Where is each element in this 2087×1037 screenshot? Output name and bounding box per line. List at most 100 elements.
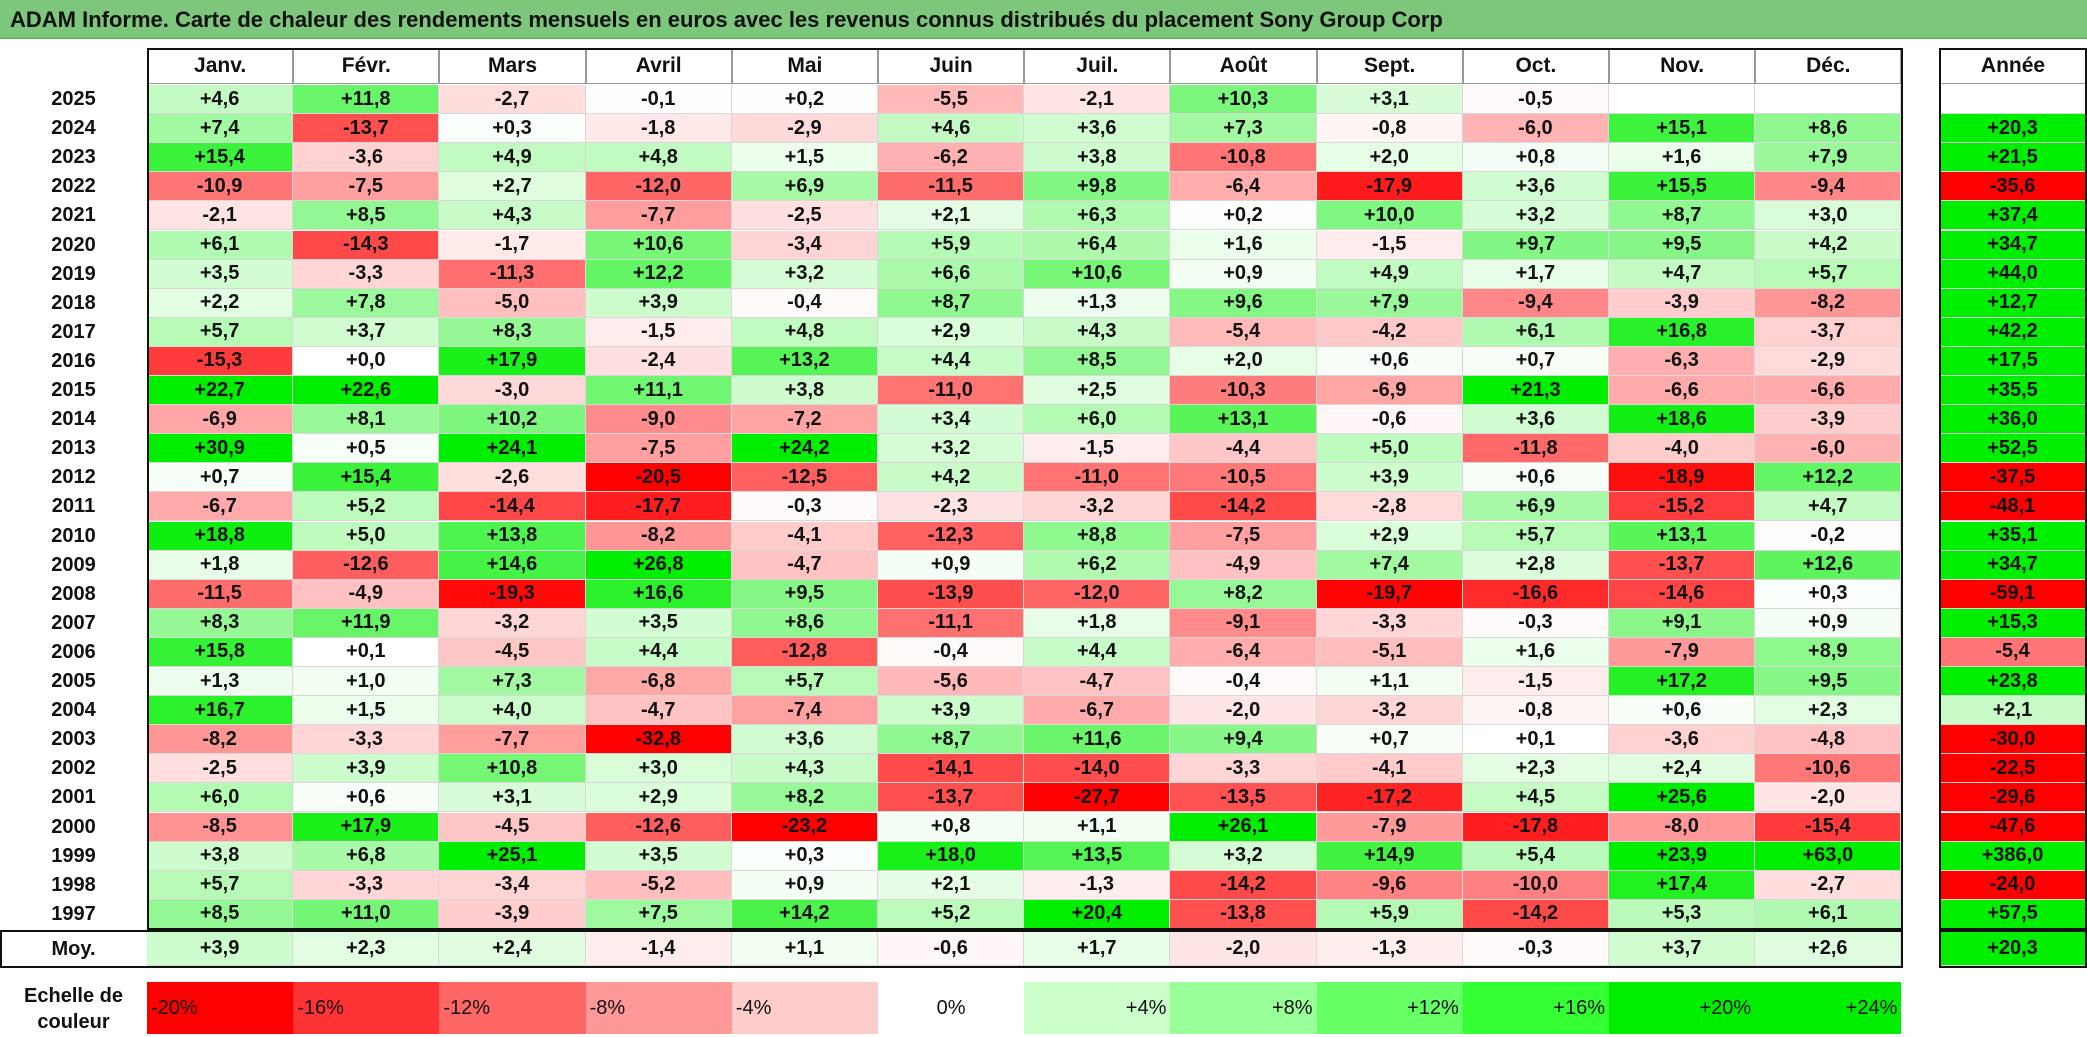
heatmap-cell: -10,5 xyxy=(1170,463,1317,493)
heatmap-cell: +5,3 xyxy=(1609,899,1756,929)
heatmap-cell: -15,2 xyxy=(1609,492,1756,522)
heatmap-cell: +0,8 xyxy=(878,812,1025,842)
heatmap-cell: +22,6 xyxy=(293,376,440,406)
year-label: 2014 xyxy=(0,405,147,435)
heatmap-cell xyxy=(1609,85,1756,115)
heatmap-cell: +5,7 xyxy=(147,870,294,900)
heatmap-cell xyxy=(1755,85,1902,115)
heatmap-cell: +7,3 xyxy=(1170,114,1317,144)
heatmap-cell: -9,1 xyxy=(1170,608,1317,638)
annual-cell: +57,5 xyxy=(1939,899,2087,929)
heatmap-cell: +10,0 xyxy=(1316,201,1463,231)
year-label: 2022 xyxy=(0,172,147,202)
annual-cell: +35,1 xyxy=(1939,521,2087,551)
heatmap-cell: +8,7 xyxy=(878,288,1025,318)
heatmap-cell: +9,7 xyxy=(1462,230,1609,260)
heatmap-cell: +14,6 xyxy=(439,550,586,580)
heatmap-cell: +1,5 xyxy=(293,696,440,726)
annual-cell: -35,6 xyxy=(1939,172,2087,202)
heatmap-cell: +0,6 xyxy=(1316,346,1463,376)
heatmap-cell: +30,9 xyxy=(147,434,294,464)
average-cell: -1,3 xyxy=(1316,932,1463,966)
heatmap-cell: -18,9 xyxy=(1609,463,1756,493)
heatmap-cell: +0,1 xyxy=(1462,725,1609,755)
annual-cell: +35,5 xyxy=(1939,376,2087,406)
heatmap-cell: -15,3 xyxy=(147,346,294,376)
heatmap-cell: -6,9 xyxy=(147,405,294,435)
heatmap-cell: +3,6 xyxy=(1462,172,1609,202)
heatmap-cell: -0,3 xyxy=(1462,608,1609,638)
heatmap-cell: +17,9 xyxy=(439,346,586,376)
heatmap-cell: +9,6 xyxy=(1170,288,1317,318)
heatmap-cell: -3,2 xyxy=(1024,492,1171,522)
heatmap-cell: -19,7 xyxy=(1316,579,1463,609)
heatmap-cell: +1,0 xyxy=(293,667,440,697)
annual-cell xyxy=(1939,85,2087,115)
color-scale-step: +24% xyxy=(1755,982,1902,1034)
year-label: 1997 xyxy=(0,899,147,929)
heatmap-cell: -14,0 xyxy=(1024,754,1171,784)
heatmap-cell: -7,2 xyxy=(731,405,878,435)
heatmap-cell: +5,4 xyxy=(1462,841,1609,871)
heatmap-cell: +8,3 xyxy=(439,317,586,347)
heatmap-cell: +3,5 xyxy=(147,259,294,289)
heatmap-cell: +0,3 xyxy=(439,114,586,144)
heatmap-cell: -3,4 xyxy=(439,870,586,900)
heatmap-cell: +6,1 xyxy=(1462,317,1609,347)
heatmap-cell: +25,6 xyxy=(1609,783,1756,813)
year-label: 2008 xyxy=(0,579,147,609)
heatmap-cell: +7,5 xyxy=(585,899,732,929)
annual-cell: -22,5 xyxy=(1939,754,2087,784)
heatmap-cell: +21,3 xyxy=(1462,376,1609,406)
heatmap-cell: +4,4 xyxy=(1024,637,1171,667)
heatmap-cell: +6,1 xyxy=(1755,899,1902,929)
heatmap-cell: +3,4 xyxy=(878,405,1025,435)
heatmap-cell: +63,0 xyxy=(1755,841,1902,871)
annual-cell: -48,1 xyxy=(1939,492,2087,522)
heatmap-cell: -1,5 xyxy=(1316,230,1463,260)
heatmap-cell: +2,3 xyxy=(1462,754,1609,784)
heatmap-cell: +3,2 xyxy=(731,259,878,289)
heatmap-cell: -2,6 xyxy=(439,463,586,493)
heatmap-cell: -17,2 xyxy=(1316,783,1463,813)
annual-cell: +23,8 xyxy=(1939,667,2087,697)
heatmap-cell: +8,6 xyxy=(1755,114,1902,144)
heatmap-cell: -6,6 xyxy=(1609,376,1756,406)
heatmap-cell: -4,1 xyxy=(731,521,878,551)
heatmap-cell: +13,8 xyxy=(439,521,586,551)
annual-cell: -5,4 xyxy=(1939,637,2087,667)
heatmap-cell: +3,5 xyxy=(585,841,732,871)
heatmap-cell: -6,6 xyxy=(1755,376,1902,406)
heatmap-cell: +0,9 xyxy=(1170,259,1317,289)
color-scale-step: +12% xyxy=(1316,982,1463,1034)
heatmap-cell: +2,1 xyxy=(878,201,1025,231)
heatmap-cell: +4,3 xyxy=(439,201,586,231)
heatmap-cell: +6,8 xyxy=(293,841,440,871)
heatmap-cell: +6,9 xyxy=(1462,492,1609,522)
heatmap-cell: +2,1 xyxy=(878,870,1025,900)
heatmap-cell: +3,8 xyxy=(1024,143,1171,173)
heatmap-cell: +3,6 xyxy=(731,725,878,755)
heatmap-cell: -9,0 xyxy=(585,405,732,435)
heatmap-cell: +7,4 xyxy=(147,114,294,144)
heatmap-cell: -6,0 xyxy=(1462,114,1609,144)
heatmap-cell: +3,9 xyxy=(293,754,440,784)
heatmap-cell: -11,5 xyxy=(878,172,1025,202)
heatmap-cell: +4,8 xyxy=(585,143,732,173)
year-label: 2003 xyxy=(0,725,147,755)
heatmap-cell: -10,8 xyxy=(1170,143,1317,173)
heatmap-cell: +3,2 xyxy=(1170,841,1317,871)
year-label: 2024 xyxy=(0,114,147,144)
heatmap-cell: +13,1 xyxy=(1609,521,1756,551)
heatmap-cell: +4,3 xyxy=(731,754,878,784)
average-annual-cell: +20,3 xyxy=(1939,932,2087,966)
heatmap-cell: -16,6 xyxy=(1462,579,1609,609)
heatmap-cell: +4,7 xyxy=(1755,492,1902,522)
month-header: Mai xyxy=(731,48,878,84)
heatmap-cell: -15,4 xyxy=(1755,812,1902,842)
heatmap-cell: -11,5 xyxy=(147,579,294,609)
year-label: 2015 xyxy=(0,376,147,406)
heatmap-cell: -4,7 xyxy=(731,550,878,580)
heatmap-cell: +7,3 xyxy=(439,667,586,697)
heatmap-cell: -13,7 xyxy=(1609,550,1756,580)
